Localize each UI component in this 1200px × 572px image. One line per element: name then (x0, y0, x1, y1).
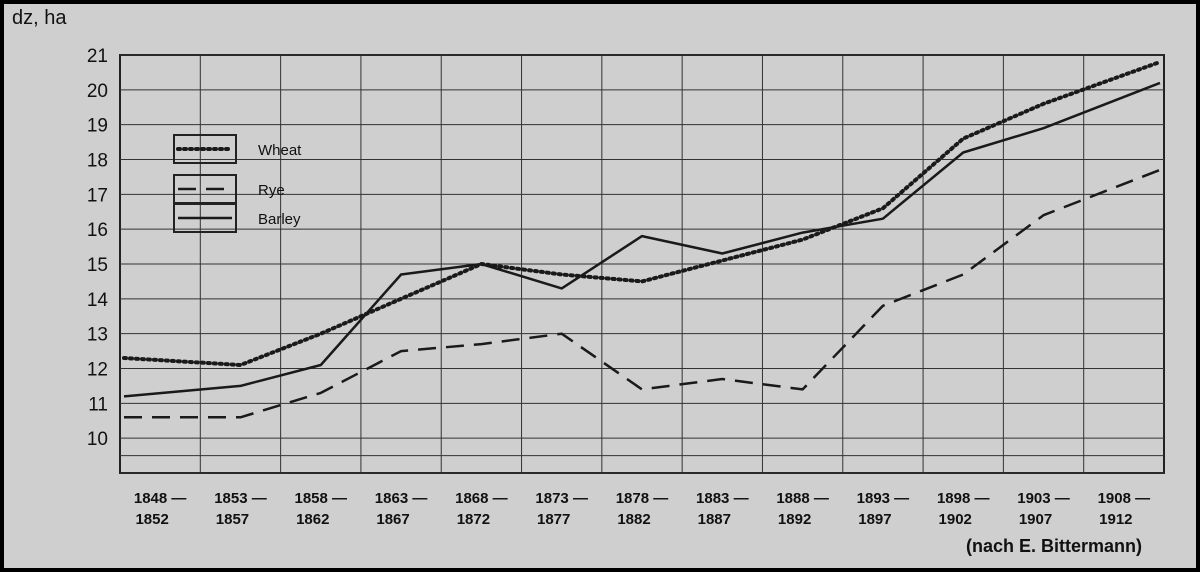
y-unit-label: dz, ha (12, 7, 67, 29)
y-tick-label: 20 (87, 81, 108, 102)
x-tick-label-start: 1898 — (937, 490, 990, 507)
y-tick-label: 17 (87, 185, 108, 206)
x-tick-label-end: 1862 (296, 511, 329, 528)
y-tick-label: 15 (87, 255, 108, 276)
y-tick-label: 18 (87, 151, 108, 172)
grid (119, 54, 1165, 474)
x-tick-label-end: 1852 (135, 511, 168, 528)
legend-swatch-box (173, 134, 237, 164)
x-tick-label-start: 1888 — (776, 490, 829, 507)
x-tick-label-end: 1912 (1099, 511, 1132, 528)
x-tick-label-end: 1887 (698, 511, 731, 528)
legend-swatch-box (173, 203, 237, 233)
chart-frame: 10 11 12 13 14 15 16 17 18 19 20 21 1848 — 1852 1853 … (4, 4, 1196, 568)
x-tick-label-end: 1867 (376, 511, 409, 528)
x-tick-label-end: 1877 (537, 511, 570, 528)
x-tick-label-start: 1858 — (294, 490, 347, 507)
x-tick-label-start: 1863 — (375, 490, 428, 507)
x-tick-label-start: 1853 — (214, 490, 267, 507)
x-tick-label-end: 1857 (216, 511, 249, 528)
x-tick-label-end: 1902 (939, 511, 972, 528)
legend-label-barley: Barley (258, 211, 301, 228)
x-tick-labels: 1848 — 1852 1853 — 1857 1858 — 1862 1863 — 1867… (134, 490, 1150, 528)
x-tick-label-end: 1872 (457, 511, 490, 528)
legend: Wheat Rye Barley (173, 134, 302, 233)
y-tick-label: 16 (87, 220, 108, 241)
y-tick-label: 13 (87, 325, 108, 346)
legend-label-rye: Rye (258, 182, 285, 199)
series-line-barley (123, 81, 1161, 398)
x-tick-label-end: 1882 (617, 511, 650, 528)
x-tick-label-start: 1878 — (616, 490, 669, 507)
x-tick-label-end: 1907 (1019, 511, 1052, 528)
series-line-rye (124, 168, 1161, 419)
y-tick-label: 10 (87, 429, 108, 450)
y-tick-label: 21 (87, 46, 108, 67)
x-tick-label-end: 1892 (778, 511, 811, 528)
x-tick-label-start: 1873 — (535, 490, 588, 507)
x-tick-label-start: 1908 — (1098, 490, 1151, 507)
y-tick-label: 19 (87, 116, 108, 137)
y-tick-label: 11 (88, 394, 108, 415)
y-tick-label: 12 (87, 360, 108, 381)
line-chart: 10 11 12 13 14 15 16 17 18 19 20 21 1848 — 1852 1853 … (12, 7, 1165, 556)
y-tick-labels: 10 11 12 13 14 15 16 17 18 19 20 21 (87, 46, 109, 450)
x-tick-label-start: 1893 — (857, 490, 910, 507)
x-tick-label-start: 1848 — (134, 490, 187, 507)
x-tick-label-start: 1903 — (1017, 490, 1070, 507)
y-tick-label: 14 (87, 290, 109, 311)
source-note: (nach E. Bittermann) (966, 536, 1142, 556)
x-tick-label-end: 1897 (858, 511, 891, 528)
x-tick-label-start: 1883 — (696, 490, 749, 507)
series-line-wheat (122, 60, 1162, 367)
x-tick-label-start: 1868 — (455, 490, 508, 507)
series-lines (122, 60, 1162, 419)
legend-label-wheat: Wheat (258, 142, 302, 159)
